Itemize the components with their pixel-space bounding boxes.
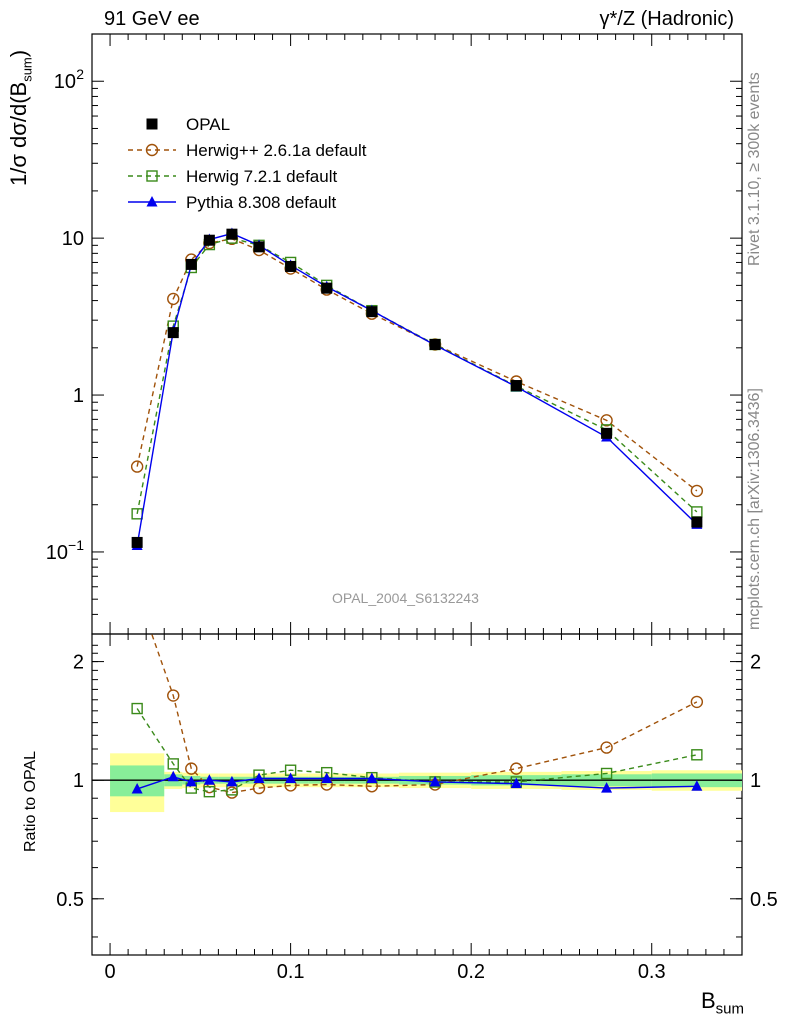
ratio-point-pythia bbox=[366, 772, 378, 783]
point-herwigpp bbox=[690, 484, 704, 498]
y-axis-label-main: 1/σ dσ/d(Bsum) bbox=[6, 49, 35, 186]
ratio-point-pythia bbox=[429, 775, 441, 787]
y-axis-label-ratio: Ratio to OPAL bbox=[22, 750, 39, 852]
y-tick-label: 10 bbox=[54, 71, 76, 93]
series-line-pythia bbox=[136, 232, 698, 546]
y-tick-label: 1 bbox=[73, 385, 84, 407]
legend-label-herwigpp: Herwig++ 2.6.1a default bbox=[186, 141, 367, 160]
ratio-point-herwigpp bbox=[690, 695, 704, 709]
series-line-herwig7 bbox=[136, 237, 698, 514]
ratio-point-herwig7 bbox=[131, 702, 143, 715]
point-data bbox=[510, 380, 522, 392]
ratio-tick-label-right: 2 bbox=[750, 652, 761, 674]
ratio-line-herwigpp bbox=[150, 634, 698, 794]
point-herwig7 bbox=[691, 506, 703, 518]
ratio-point-herwigpp bbox=[185, 762, 198, 775]
ratio-point-herwig7 bbox=[203, 785, 216, 798]
point-data bbox=[203, 234, 215, 246]
ratio-point-pythia bbox=[510, 777, 522, 789]
ratio-tick-label: 0.5 bbox=[56, 889, 84, 911]
analysis-reference: OPAL_2004_S6132243 bbox=[332, 590, 479, 606]
energy-title: 91 GeV ee bbox=[104, 8, 200, 30]
point-data bbox=[321, 282, 333, 294]
x-tick-label: 0.2 bbox=[457, 961, 485, 983]
process-title: γ*/Z (Hadronic) bbox=[599, 8, 734, 30]
ratio-point-pythia bbox=[203, 774, 215, 785]
ratio-point-pythia bbox=[185, 775, 197, 787]
x-tick-label: 0.1 bbox=[277, 961, 305, 983]
legend-label-herwig7: Herwig 7.2.1 default bbox=[186, 167, 337, 186]
ratio-frame bbox=[91, 633, 743, 956]
legend-marker-pythia bbox=[146, 196, 158, 207]
y-tick-label: 10 bbox=[46, 542, 68, 564]
legend-label-data: OPAL bbox=[186, 115, 230, 134]
legend-marker-herwig7 bbox=[146, 170, 158, 182]
point-data bbox=[185, 258, 197, 270]
ratio-point-pythia bbox=[285, 772, 297, 783]
point-herwigpp bbox=[600, 414, 613, 427]
point-data bbox=[366, 306, 378, 318]
y-tick-label: 10 bbox=[62, 228, 84, 250]
point-data bbox=[131, 536, 143, 548]
ratio-point-pythia bbox=[253, 772, 265, 783]
x-axis-label: Bsum bbox=[700, 988, 744, 1018]
ratio-tick-label-right: 0.5 bbox=[750, 889, 778, 911]
y-tick-exponent: −1 bbox=[68, 537, 84, 553]
ratio-point-pythia bbox=[131, 782, 143, 794]
ratio-tick-label: 2 bbox=[73, 652, 84, 674]
ratio-point-pythia bbox=[601, 782, 613, 793]
point-herwigpp bbox=[130, 460, 144, 473]
ratio-tick-label-right: 1 bbox=[750, 770, 761, 792]
ratio-point-herwig7 bbox=[691, 749, 703, 761]
main-series bbox=[130, 227, 704, 550]
ratio-point-herwigpp bbox=[510, 762, 523, 775]
legend-marker-data bbox=[146, 118, 158, 130]
legend-marker-herwigpp bbox=[145, 143, 159, 157]
legend-label-pythia: Pythia 8.308 default bbox=[186, 193, 337, 212]
point-data bbox=[601, 427, 613, 439]
y-tick-exponent: 2 bbox=[76, 66, 84, 82]
point-data bbox=[226, 228, 238, 240]
ratio-point-herwig7 bbox=[167, 758, 179, 770]
x-tick-label: 0 bbox=[104, 961, 115, 983]
ratio-point-herwigpp bbox=[132, 587, 143, 598]
point-data bbox=[253, 241, 265, 253]
rivet-version-label: Rivet 3.1.10, ≥ 300k events bbox=[746, 72, 763, 266]
mcplots-label: mcplots.cern.ch [arXiv:1306.3436] bbox=[746, 388, 763, 630]
x-tick-label: 0.3 bbox=[638, 961, 666, 983]
point-data bbox=[285, 260, 297, 272]
ratio-tick-label: 1 bbox=[73, 770, 84, 792]
ratio-point-pythia bbox=[167, 770, 179, 782]
ratio-point-pythia bbox=[691, 780, 703, 791]
point-herwigpp bbox=[167, 292, 180, 306]
ratio-point-herwigpp bbox=[167, 689, 180, 702]
ratio-point-pythia bbox=[226, 775, 238, 787]
ratio-point-herwigpp bbox=[600, 741, 613, 754]
ratio-point-pythia bbox=[321, 772, 333, 783]
ratio-series bbox=[131, 587, 704, 799]
point-data bbox=[429, 338, 441, 350]
series-line-herwigpp bbox=[136, 238, 698, 492]
ratio-point-herwig7 bbox=[600, 767, 613, 780]
ratio-panel: 0 0.1 0.2 0.3 0.5 0.5 1 1 2 2 bbox=[56, 587, 778, 983]
point-data bbox=[691, 516, 703, 528]
point-data bbox=[167, 327, 179, 339]
legend: OPAL Herwig++ 2.6.1a default Herwig 7.2.1 … bbox=[128, 115, 367, 212]
